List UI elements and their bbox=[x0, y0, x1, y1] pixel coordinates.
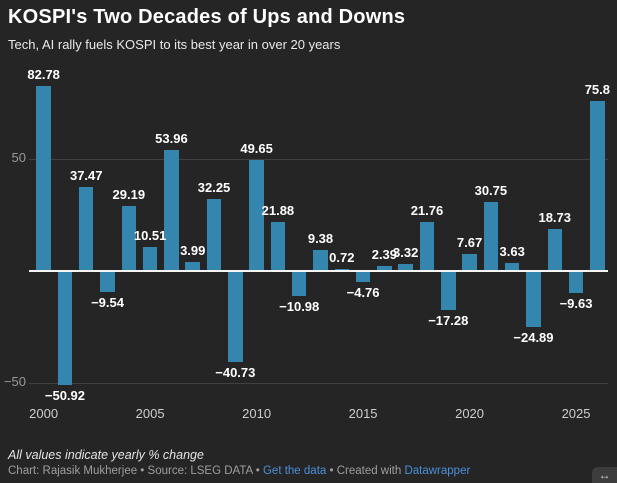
bar-value-label-2021: 30.75 bbox=[474, 183, 508, 199]
bar-value-label-2006: 53.96 bbox=[155, 131, 188, 147]
resize-arrows-icon: ↔ bbox=[598, 468, 611, 482]
bar-value-label-2007: 3.99 bbox=[180, 243, 206, 259]
bar-2002 bbox=[78, 187, 94, 271]
bar-value-label-2004: 29.19 bbox=[112, 186, 146, 202]
bar-value-label-2016: 2.39 bbox=[371, 246, 398, 262]
bar-2008 bbox=[206, 198, 222, 271]
bar-2015 bbox=[355, 271, 371, 282]
byline-created-with-text: • Created with bbox=[326, 465, 405, 477]
bar-value-label-2008: 32.25 bbox=[197, 179, 231, 195]
bar-value-label-2017: 3.32 bbox=[393, 244, 419, 260]
x-axis-label-2015: 2015 bbox=[348, 406, 378, 421]
y-axis-label: −50 bbox=[3, 374, 26, 389]
bar-value-label-2018: 21.76 bbox=[410, 203, 444, 219]
bar-value-label-2000: 82.78 bbox=[27, 66, 60, 82]
y-gridline-50 bbox=[29, 159, 608, 160]
bar-2007 bbox=[185, 262, 200, 271]
chart-title: KOSPI's Two Decades of Ups and Downs bbox=[8, 6, 406, 28]
byline: Chart: Rajasik Mukherjee • Source: LSEG … bbox=[8, 465, 470, 477]
byline-credit-text: Chart: Rajasik Mukherjee • Source: LSEG … bbox=[8, 465, 263, 477]
bar-2025 bbox=[568, 271, 584, 293]
y-gridline--50 bbox=[29, 383, 608, 384]
bar-2019 bbox=[441, 271, 456, 310]
bar-2018 bbox=[419, 222, 435, 271]
bar-2017 bbox=[398, 263, 413, 271]
x-axis-label-2005: 2005 bbox=[135, 406, 165, 421]
bar-value-label-2013: 9.38 bbox=[307, 230, 334, 246]
bar-value-label-2014: 0.72 bbox=[329, 250, 355, 266]
resize-handle[interactable]: ↔ bbox=[592, 467, 617, 483]
bar-2026 bbox=[590, 101, 605, 271]
x-axis-label-2020: 2020 bbox=[455, 406, 485, 421]
bar-2009 bbox=[228, 271, 243, 363]
bar-2006 bbox=[164, 150, 179, 271]
bar-value-label-2003: −9.54 bbox=[91, 295, 124, 311]
bar-value-label-2002: 37.47 bbox=[69, 168, 103, 184]
bar-2016 bbox=[377, 265, 392, 271]
bar-2013 bbox=[313, 249, 328, 271]
bar-2005 bbox=[142, 247, 158, 271]
datawrapper-link[interactable]: Datawrapper bbox=[404, 465, 471, 477]
bar-2021 bbox=[483, 202, 499, 271]
bar-value-label-2010: 49.65 bbox=[240, 140, 273, 156]
x-axis-label-2025: 2025 bbox=[561, 406, 591, 421]
bar-value-label-2022: 3.63 bbox=[499, 243, 525, 259]
bar-value-label-2025: −9.63 bbox=[559, 295, 593, 311]
bar-2011 bbox=[270, 221, 286, 271]
bar-2023 bbox=[526, 271, 541, 327]
bar-value-label-2005: 10.51 bbox=[133, 228, 167, 244]
bar-value-label-2001: −50.92 bbox=[44, 388, 85, 404]
bar-2003 bbox=[100, 271, 115, 293]
bar-value-label-2020: 7.67 bbox=[456, 234, 483, 250]
chart-subtitle: Tech, AI rally fuels KOSPI to its best y… bbox=[8, 37, 341, 52]
x-axis-label-2010: 2010 bbox=[242, 406, 272, 421]
bar-2012 bbox=[291, 271, 307, 296]
bar-2024 bbox=[547, 229, 562, 271]
bar-value-label-2011: 21.88 bbox=[261, 202, 295, 218]
bar-value-label-2009: −40.73 bbox=[215, 365, 256, 381]
footnote: All values indicate yearly % change bbox=[8, 448, 204, 462]
bar-2022 bbox=[504, 262, 520, 271]
bar-value-label-2026: 75.8 bbox=[584, 82, 610, 98]
bar-2020 bbox=[462, 253, 477, 271]
bar-2004 bbox=[121, 205, 137, 271]
bar-value-label-2019: −17.28 bbox=[428, 312, 469, 328]
bar-value-label-2024: 18.73 bbox=[538, 210, 572, 226]
bar-value-label-2023: −24.89 bbox=[513, 329, 554, 345]
x-axis-label-2000: 2000 bbox=[29, 406, 59, 421]
bar-2000 bbox=[36, 85, 51, 271]
bar-2001 bbox=[57, 271, 73, 386]
zero-baseline bbox=[29, 270, 608, 272]
bar-value-label-2012: −10.98 bbox=[279, 298, 320, 314]
bar-2010 bbox=[249, 159, 264, 271]
y-axis-label: 50 bbox=[11, 150, 26, 165]
get-the-data-link[interactable]: Get the data bbox=[262, 465, 327, 477]
bar-value-label-2015: −4.76 bbox=[346, 284, 380, 300]
